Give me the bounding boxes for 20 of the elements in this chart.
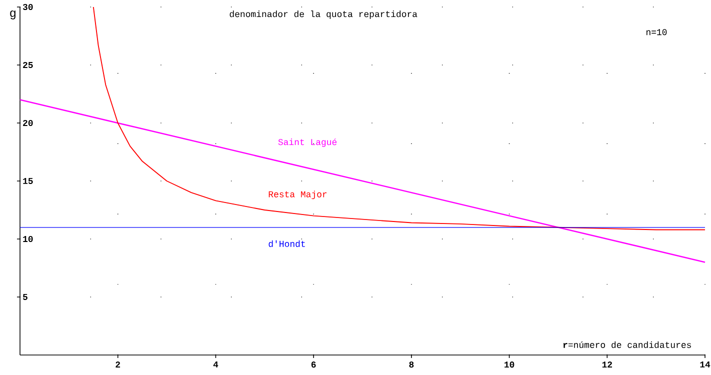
x-tick-label: 12 xyxy=(602,362,612,368)
x-tick-label: 2 xyxy=(116,362,120,368)
x-tick-label: 6 xyxy=(311,362,316,368)
x-tick-label: 8 xyxy=(409,362,414,368)
series-label: d'Hondt xyxy=(268,240,305,247)
x-tick-label: 14 xyxy=(700,362,710,368)
y-axis-title: g xyxy=(10,10,16,20)
series-label: Resta Major xyxy=(268,190,327,200)
y-tick-label: 25 xyxy=(23,62,33,68)
y-tick-label: 20 xyxy=(23,120,33,126)
y-tick-label: 10 xyxy=(23,236,33,242)
annotation: n=10 xyxy=(646,29,667,36)
x-tick-label: 10 xyxy=(504,362,514,368)
chart-title: denominador de la quota repartidora xyxy=(230,10,418,19)
y-tick-label: 30 xyxy=(22,4,33,10)
y-tick-label: 5 xyxy=(22,294,28,300)
x-tick-label: 4 xyxy=(213,362,218,368)
series-label: Saint Lagué xyxy=(278,138,337,147)
y-tick-label: 15 xyxy=(23,178,33,184)
x-axis-title: r=número de candidatures xyxy=(563,341,691,348)
